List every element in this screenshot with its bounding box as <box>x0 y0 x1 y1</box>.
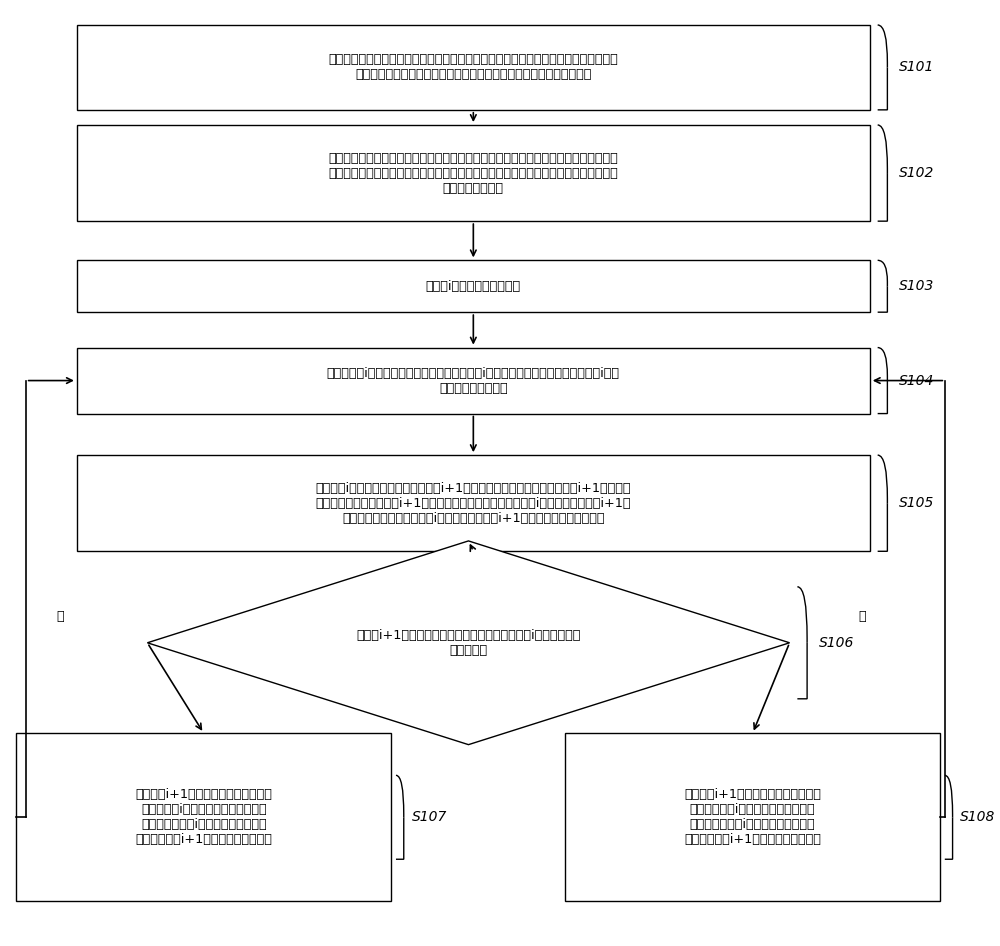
Text: 当所述第i+1个子节点的开始接收时刻
不小于所述第i个子节点的完全接收时
刻时，将所述第i个子节点的发送时刻
确定为所述第i+1个子节点的发送时刻: 当所述第i+1个子节点的开始接收时刻 不小于所述第i个子节点的完全接收时 刻时，… <box>684 788 821 847</box>
Text: 所述第i+1个子节点的开始接收时刻是小于所述第i个子节点的完
全接收时刻: 所述第i+1个子节点的开始接收时刻是小于所述第i个子节点的完 全接收时刻 <box>356 629 581 657</box>
Text: 根据所述第i个子节点的发送时刻，确定所述第i个子节点的开始接收时刻和所述第i个子
节点的完全接收时刻: 根据所述第i个子节点的发送时刻，确定所述第i个子节点的开始接收时刻和所述第i个子… <box>327 366 620 394</box>
FancyBboxPatch shape <box>565 733 940 902</box>
Text: S108: S108 <box>960 811 996 824</box>
FancyBboxPatch shape <box>77 260 870 312</box>
Text: S103: S103 <box>899 279 934 293</box>
Text: 否: 否 <box>859 610 866 622</box>
Text: S104: S104 <box>899 374 934 388</box>
Text: S107: S107 <box>412 811 447 824</box>
FancyBboxPatch shape <box>77 347 870 413</box>
Text: S102: S102 <box>899 166 934 180</box>
FancyBboxPatch shape <box>77 125 870 221</box>
Text: S101: S101 <box>899 61 934 75</box>
Text: 根据所述水下无线传感器网络拓扑结构，获取每个节点的信息；所述节点的信息包括节
点的位置、节点的类型、节点的层级和节点的剩余能量；所述节点的类型包括父节点、
子节: 根据所述水下无线传感器网络拓扑结构，获取每个节点的信息；所述节点的信息包括节 点… <box>328 151 618 195</box>
Text: 获取水下无线传感器网络拓扑结构；所述水下无线传感器网络拓扑结构为树形无线网络
拓扑结构；一个父节点对应多个子节点；一个子节点对应多个叶子节点: 获取水下无线传感器网络拓扑结构；所述水下无线传感器网络拓扑结构为树形无线网络 拓… <box>328 53 618 81</box>
Text: S106: S106 <box>819 636 854 650</box>
Text: 当所述第i+1个子节点的开始接收时刻
小于所述第i个子节点的完全接收时刻
时，根据所述第i个子节点的完全接收
时刻，确定第i+1个子节点的发送时刻: 当所述第i+1个子节点的开始接收时刻 小于所述第i个子节点的完全接收时刻 时，根… <box>135 788 272 847</box>
Text: S105: S105 <box>899 497 934 510</box>
FancyBboxPatch shape <box>16 733 391 902</box>
Text: 获取第i个子节点的发送时刻: 获取第i个子节点的发送时刻 <box>426 280 521 292</box>
Polygon shape <box>147 541 790 745</box>
FancyBboxPatch shape <box>77 25 870 110</box>
FancyBboxPatch shape <box>77 455 870 552</box>
Text: 以所述第i个子节点的发送时刻作为第i+1个子节点的发送时刻，确定所述第i+1个子节点
的开始接收时刻和所述第i+1个子节点的完全接收时刻；所述第i个子节点和所述: 以所述第i个子节点的发送时刻作为第i+1个子节点的发送时刻，确定所述第i+1个子… <box>316 482 631 525</box>
Text: 是: 是 <box>56 610 64 622</box>
